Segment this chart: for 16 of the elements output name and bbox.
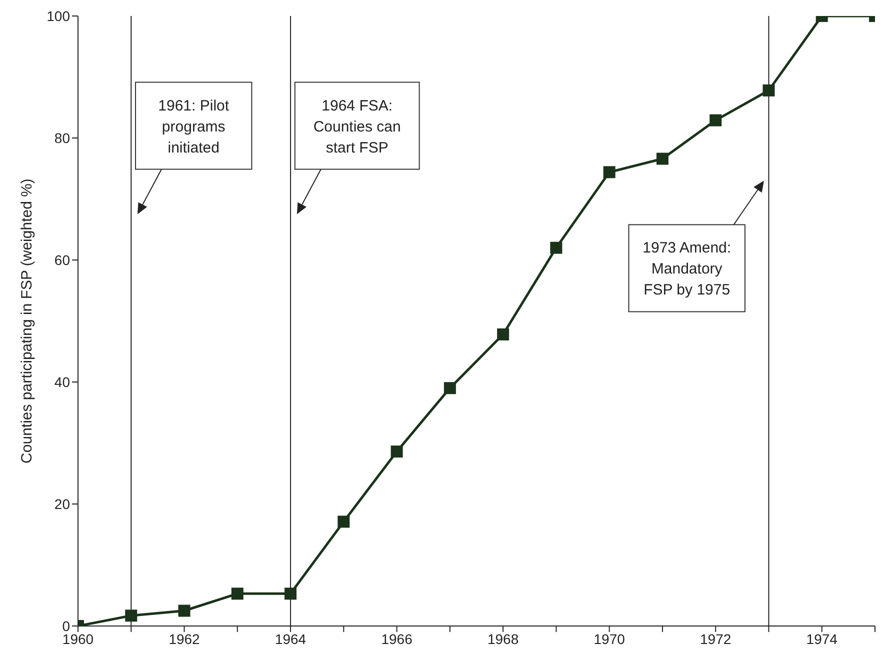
x-tick-label: 1972 <box>700 630 732 647</box>
annotation: 1961: Pilot programs initiated <box>158 97 230 156</box>
x-tick-label: 1974 <box>806 630 838 647</box>
annotation: 1973 Amend: Mandatory FSP by 1975 <box>642 240 732 299</box>
annotation: 1964 FSA: Counties can start FSP <box>313 97 401 156</box>
x-tick-label: 1968 <box>487 630 519 647</box>
y-tick-label: 40 <box>54 374 70 390</box>
x-tick-label: 1970 <box>594 630 626 647</box>
x-tick-label: 1962 <box>168 630 200 647</box>
x-tick-label: 1966 <box>381 630 413 647</box>
y-tick-label: 80 <box>54 130 70 146</box>
y-tick-label: 60 <box>54 252 70 268</box>
y-tick-label: 100 <box>46 8 70 24</box>
x-tick-label: 1964 <box>274 630 306 647</box>
y-axis-title: Counties participating in FSP (weighted %) <box>18 178 36 464</box>
y-tick-label: 20 <box>54 496 70 512</box>
